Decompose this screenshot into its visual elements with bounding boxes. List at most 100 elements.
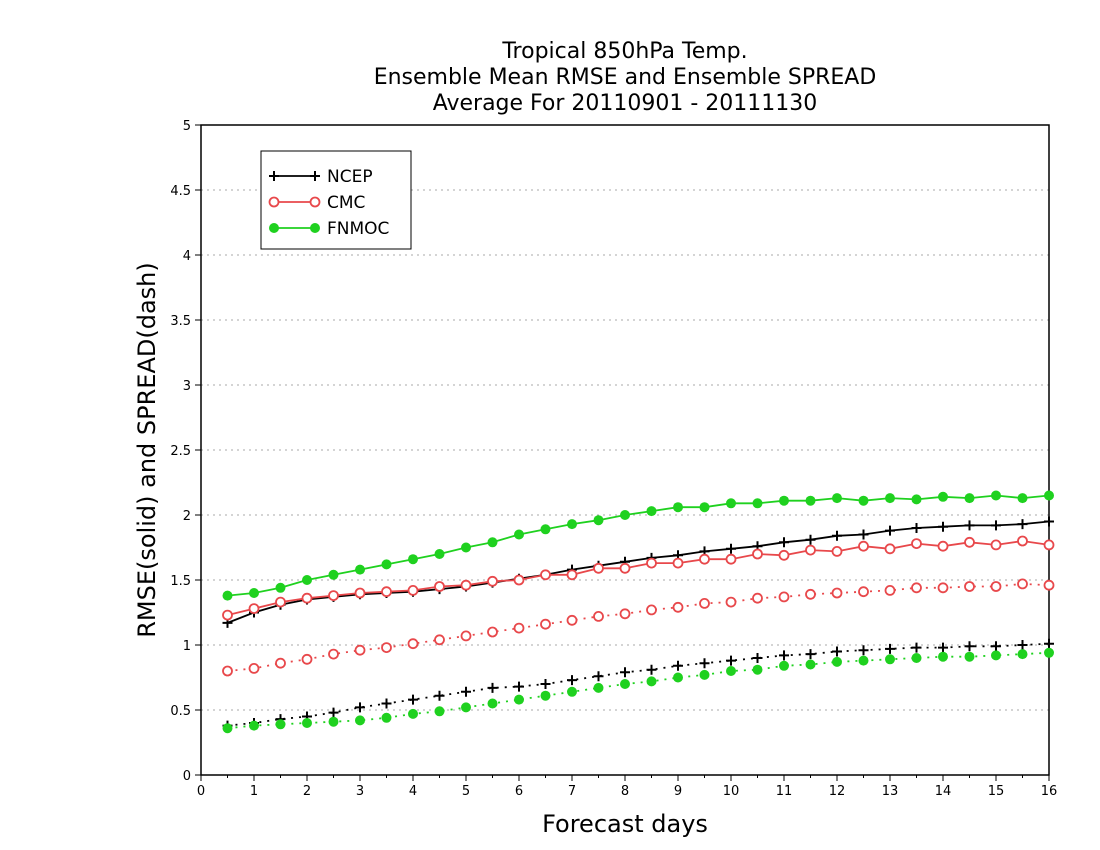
- fnmoc-rmse-point: [408, 554, 418, 565]
- cmc-rmse-point: [858, 540, 869, 552]
- ncep-spread-line: [227, 642, 1050, 727]
- y-tick-label: 1.5: [170, 574, 191, 589]
- fnmoc-rmse-point: [885, 493, 895, 504]
- cmc-spread-point: [593, 611, 604, 622]
- cmc-rmse-point: [831, 546, 843, 557]
- series-fnmoc: [222, 490, 1054, 734]
- cmc-spread-point: [513, 622, 525, 634]
- fnmoc-rmse-point: [434, 549, 445, 559]
- fnmoc-spread-point: [328, 716, 339, 727]
- cmc-spread-point: [752, 592, 763, 604]
- fnmoc-spread-point: [302, 718, 312, 728]
- fnmoc-rmse-point: [832, 493, 842, 504]
- y-tick-label: 3.5: [170, 314, 191, 329]
- ncep-spread-point: [673, 660, 683, 671]
- ncep-spread-point: [328, 707, 339, 718]
- x-tick-label: 14: [935, 784, 952, 799]
- cmc-rmse-point: [328, 590, 339, 601]
- fnmoc-rmse-point: [726, 498, 736, 509]
- fnmoc-rmse-point: [461, 542, 471, 553]
- cmc-rmse-point: [619, 562, 631, 574]
- x-axis: 0 1 2 3 4 5 6 7 8 9 10 11 12 13 14 15 16: [197, 775, 1057, 799]
- cmc-spread-point: [911, 582, 922, 594]
- cmc-spread-point: [1043, 579, 1055, 591]
- cmc-rmse-point: [964, 536, 975, 548]
- cmc-spread-point: [222, 665, 233, 677]
- cmc-spread-point: [990, 581, 1002, 592]
- ncep-rmse-point: [805, 534, 816, 545]
- x-tick-label: 0: [197, 784, 205, 799]
- cmc-spread-point: [1017, 578, 1028, 590]
- fnmoc-spread-point: [249, 720, 259, 731]
- fnmoc-spread-point: [408, 708, 418, 719]
- cmc-rmse-point: [434, 581, 445, 592]
- legend-item-cmc: CMC: [268, 193, 365, 213]
- x-tick-label: 12: [829, 784, 846, 799]
- fnmoc-rmse-point: [805, 495, 816, 506]
- cmc-rmse-point: [222, 609, 233, 621]
- ncep-rmse-point: [779, 537, 789, 548]
- cmc-rmse-point: [487, 575, 498, 587]
- cmc-spread-point: [407, 638, 419, 650]
- legend-swatch-marker: [310, 171, 320, 181]
- fnmoc-rmse-point: [249, 588, 259, 598]
- fnmoc-rmse-point: [222, 590, 233, 601]
- fnmoc-rmse-point: [487, 537, 498, 548]
- fnmoc-spread-point: [991, 650, 1001, 661]
- x-tick-label: 3: [356, 784, 364, 799]
- cmc-rmse-point: [275, 596, 286, 608]
- legend-swatch-marker: [310, 223, 320, 233]
- ncep-spread-point: [461, 686, 471, 697]
- cmc-rmse-line: [227, 540, 1050, 616]
- legend-box: [260, 150, 412, 250]
- fnmoc-rmse-point: [779, 495, 789, 506]
- legend-item-fnmoc: FNMOC: [269, 219, 389, 239]
- cmc-spread-point: [381, 642, 392, 653]
- ncep-spread-point: [726, 655, 736, 666]
- ncep-spread-point: [540, 679, 551, 689]
- fnmoc-spread-point: [381, 712, 392, 723]
- ncep-spread-point: [620, 667, 630, 678]
- fnmoc-rmse-point: [1044, 490, 1054, 501]
- fnmoc-rmse-point: [938, 491, 948, 502]
- y-tick-label: 4.5: [170, 184, 191, 199]
- cmc-rmse-point: [752, 548, 763, 560]
- cmc-spread-point: [937, 582, 949, 594]
- ncep-rmse-point: [991, 520, 1001, 531]
- fnmoc-rmse-point: [911, 494, 922, 505]
- fnmoc-rmse-point: [381, 559, 392, 570]
- fnmoc-rmse-point: [1017, 493, 1028, 504]
- ncep-rmse-point: [938, 521, 948, 532]
- fnmoc-spread-point: [1017, 649, 1028, 660]
- grid-lines: [201, 189, 1049, 711]
- fnmoc-spread-point: [673, 672, 683, 683]
- fnmoc-spread-point: [593, 682, 604, 693]
- fnmoc-spread-point: [938, 651, 948, 662]
- fnmoc-rmse-point: [673, 502, 683, 513]
- ncep-spread-point: [593, 671, 604, 682]
- cmc-spread-point: [566, 614, 578, 626]
- cmc-spread-point: [646, 604, 657, 616]
- cmc-rmse-point: [990, 539, 1002, 551]
- x-tick-label: 13: [882, 784, 899, 799]
- cmc-spread-point: [619, 608, 631, 620]
- cmc-spread-point: [540, 618, 551, 630]
- legend-swatch-marker: [268, 196, 280, 208]
- legend-label: FNMOC: [327, 219, 389, 239]
- cmc-spread-point: [301, 653, 313, 665]
- ncep-rmse-point: [858, 529, 869, 540]
- fnmoc-spread-point: [567, 686, 577, 697]
- legend-label: NCEP: [327, 167, 373, 187]
- fnmoc-rmse-point: [858, 495, 869, 506]
- cmc-spread-point: [831, 587, 843, 599]
- cmc-rmse-point: [354, 587, 366, 599]
- ncep-rmse-point: [1017, 519, 1028, 530]
- fnmoc-spread-point: [1044, 647, 1054, 658]
- cmc-rmse-point: [248, 603, 260, 614]
- cmc-rmse-point: [805, 544, 816, 556]
- x-tick-label: 2: [303, 784, 311, 799]
- fnmoc-rmse-point: [514, 529, 524, 540]
- fnmoc-spread-point: [646, 676, 657, 687]
- y-tick-label: 2: [183, 509, 191, 524]
- ncep-spread-point: [1017, 640, 1028, 650]
